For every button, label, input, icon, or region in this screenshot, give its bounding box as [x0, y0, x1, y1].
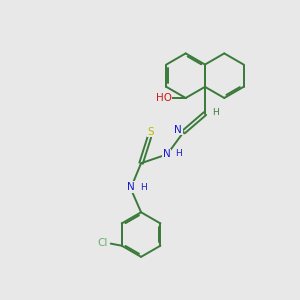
Text: S: S [148, 127, 154, 137]
Text: H: H [175, 149, 182, 158]
Text: N: N [163, 149, 170, 159]
Text: HO: HO [156, 93, 172, 103]
Text: H: H [140, 182, 146, 191]
Text: Cl: Cl [98, 238, 108, 248]
Text: H: H [212, 108, 219, 117]
Text: N: N [128, 182, 135, 192]
Text: N: N [174, 124, 182, 135]
